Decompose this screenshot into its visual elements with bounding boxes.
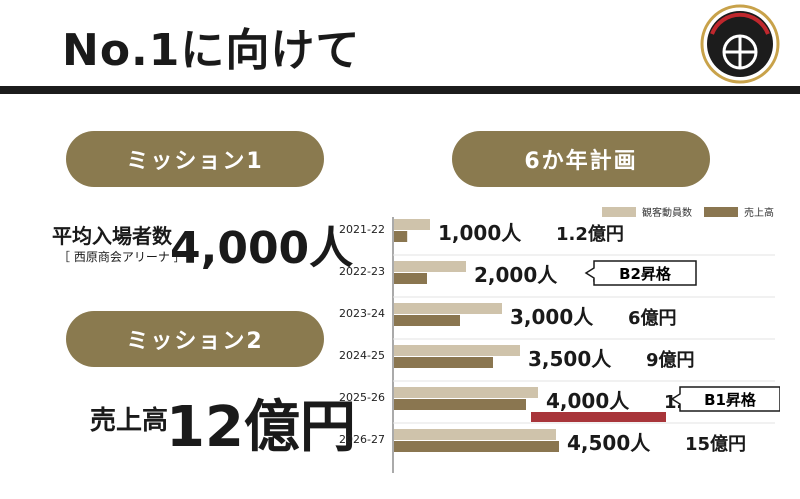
bar-sales-5 bbox=[394, 399, 526, 410]
bar-attendance-3 bbox=[394, 303, 502, 314]
basketball-logo-icon bbox=[700, 4, 780, 84]
callout-text-1: B2昇格 bbox=[619, 265, 672, 283]
bar-sales-3 bbox=[394, 315, 460, 326]
bar-sales-1 bbox=[394, 231, 408, 242]
bar-attendance-1 bbox=[394, 219, 430, 230]
bar-sales-2 bbox=[394, 273, 427, 284]
legend-swatch-1 bbox=[602, 207, 636, 217]
attendance-label-3: 3,000人 bbox=[510, 305, 594, 329]
sales-label-1: 1.2億円 bbox=[556, 223, 624, 245]
callout-box-1 bbox=[584, 260, 697, 286]
bar-sales-6 bbox=[394, 441, 559, 452]
callout-1: B2昇格 bbox=[584, 260, 697, 286]
category-label-1: 2021-22 bbox=[339, 223, 385, 236]
highlight-bar bbox=[531, 412, 666, 422]
category-label-2: 2022-23 bbox=[339, 265, 385, 278]
attendance-label-5: 4,000人 bbox=[546, 389, 630, 413]
bar-sales-4 bbox=[394, 357, 493, 368]
bar-attendance-5 bbox=[394, 387, 538, 398]
mission1-value: 4,000人 bbox=[170, 223, 354, 274]
page-title: No.1に向けて bbox=[62, 25, 361, 76]
attendance-label-4: 3,500人 bbox=[528, 347, 612, 371]
mission1-sublabel: ［ 西原商会アリーナ ］ bbox=[58, 250, 186, 264]
category-label-6: 2026-27 bbox=[339, 433, 385, 446]
legend-label-2: 売上高 bbox=[744, 206, 774, 219]
callout-text-2: B1昇格 bbox=[704, 391, 757, 409]
bar-attendance-2 bbox=[394, 261, 466, 272]
sales-label-3: 6億円 bbox=[628, 307, 677, 329]
bar-attendance-4 bbox=[394, 345, 520, 356]
mission2-pill: ミッション2 bbox=[66, 311, 324, 367]
attendance-label-2: 2,000人 bbox=[474, 263, 558, 287]
attendance-label-1: 1,000人 bbox=[438, 221, 522, 245]
mission2-value: 12億円 bbox=[166, 395, 356, 460]
plan-pill: 6か年計画 bbox=[452, 131, 710, 187]
legend-label-1: 観客動員数 bbox=[642, 206, 692, 219]
title-divider bbox=[0, 86, 800, 94]
sales-label-6: 15億円 bbox=[685, 433, 746, 455]
category-label-3: 2023-24 bbox=[339, 307, 385, 320]
mission2-label: 売上高 bbox=[90, 406, 169, 436]
plan-bar-chart: 観客動員数 売上高 2021-22 1,000人 1.2億円 2022-23 2,000人 3… bbox=[339, 206, 780, 473]
callout-box-2 bbox=[670, 386, 780, 412]
callout-2: B1昇格 bbox=[670, 386, 780, 412]
sales-label-4: 9億円 bbox=[646, 349, 695, 371]
legend-swatch-2 bbox=[704, 207, 738, 217]
mission1-pill: ミッション1 bbox=[66, 131, 324, 187]
category-label-4: 2024-25 bbox=[339, 349, 385, 362]
category-label-5: 2025-26 bbox=[339, 391, 385, 404]
mission1-label: 平均入場者数 bbox=[52, 224, 172, 248]
attendance-label-6: 4,500人 bbox=[567, 431, 651, 455]
bar-attendance-6 bbox=[394, 429, 556, 440]
